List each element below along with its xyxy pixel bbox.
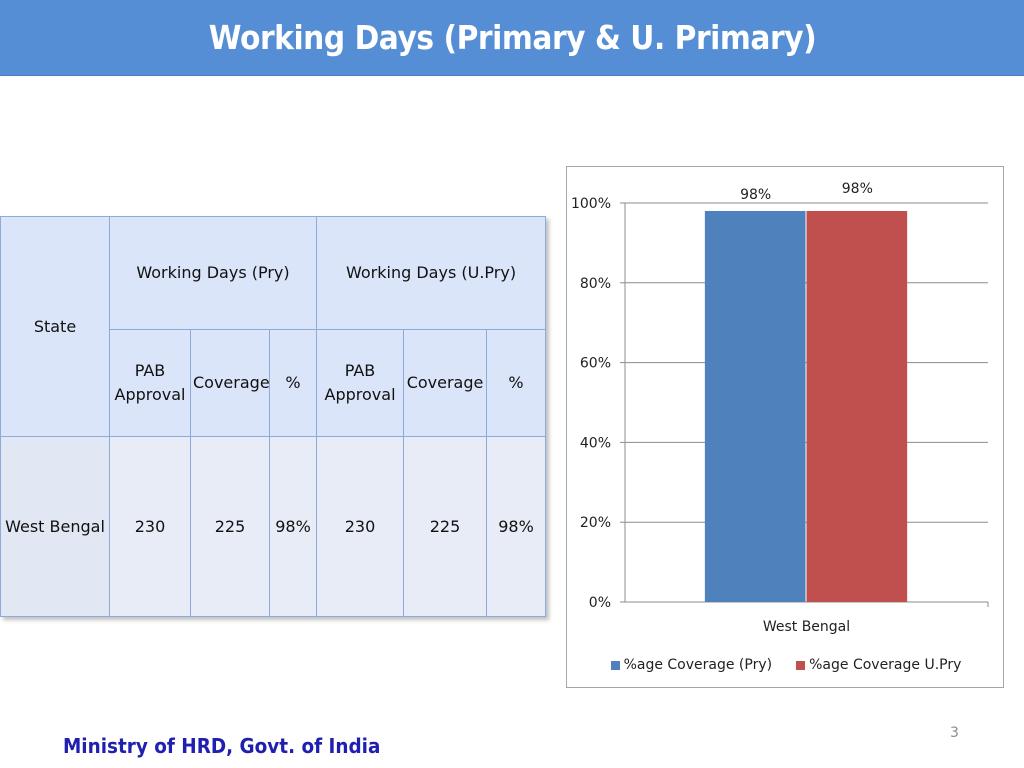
y-tick-label-4: 80%: [580, 276, 611, 292]
upry-pct-header: %: [486, 329, 547, 437]
upry-pab-cell: 230: [316, 436, 405, 617]
y-tick-label-0: 0%: [589, 595, 611, 611]
legend-item-pry: %age Coverage (Pry): [610, 657, 773, 673]
pry-pab-header: PAB Approval: [109, 329, 191, 437]
title-bar: Working Days (Primary & U. Primary): [0, 0, 1024, 76]
y-tick-label-1: 20%: [580, 515, 611, 531]
upry-coverage-header: Coverage: [403, 329, 488, 437]
table-row: West Bengal 230 225 98% 230 225 98%: [0, 436, 547, 617]
legend-swatch-pry: [610, 660, 620, 670]
state-cell: West Bengal: [0, 436, 110, 617]
upry-pab-header: PAB Approval: [316, 329, 405, 437]
pry-coverage-header: Coverage: [190, 329, 270, 437]
legend-item-upry: %age Coverage U.Pry: [796, 657, 961, 673]
working-days-table: State Working Days (Pry) Working Days (U…: [0, 216, 547, 617]
bar-upry-0: [806, 210, 908, 603]
x-tick-label-0: West Bengal: [763, 619, 850, 635]
y-tick-label-2: 40%: [580, 435, 611, 451]
legend-label-upry: %age Coverage U.Pry: [809, 657, 962, 673]
pry-group-header: Working Days (Pry): [108, 216, 318, 330]
legend-swatch-upry: [796, 660, 806, 670]
chart-plot: 0% 20% 40% 60% 80% 100% 98% 98% West Bengal: [571, 181, 989, 635]
legend-label-pry: %age Coverage (Pry): [623, 657, 773, 673]
coverage-chart: 0% 20% 40% 60% 80% 100% 98% 98% West Bengal %age…: [566, 166, 1004, 688]
footer-ministry: Ministry of HRD, Govt. of India: [63, 734, 381, 758]
upry-coverage-cell: 225: [403, 436, 488, 617]
pry-pab-cell: 230: [109, 436, 191, 617]
bar-pry-0: [704, 210, 806, 603]
pry-pct-cell: 98%: [268, 436, 318, 617]
state-header: State: [0, 216, 110, 437]
chart-legend: %age Coverage (Pry) %age Coverage U.Pry: [567, 657, 1005, 673]
pry-coverage-cell: 225: [190, 436, 270, 617]
y-tick-label-5: 100%: [571, 196, 611, 212]
upry-group-header: Working Days (U.Pry): [316, 216, 547, 330]
pry-pct-header: %: [268, 329, 318, 437]
upry-pct-cell: 98%: [486, 436, 547, 617]
data-label-upry-0: 98%: [842, 181, 873, 197]
data-label-pry-0: 98%: [740, 187, 771, 203]
slide-title: Working Days (Primary & U. Primary): [208, 18, 816, 57]
page-number: 3: [950, 725, 959, 741]
y-tick-label-3: 60%: [580, 356, 611, 372]
